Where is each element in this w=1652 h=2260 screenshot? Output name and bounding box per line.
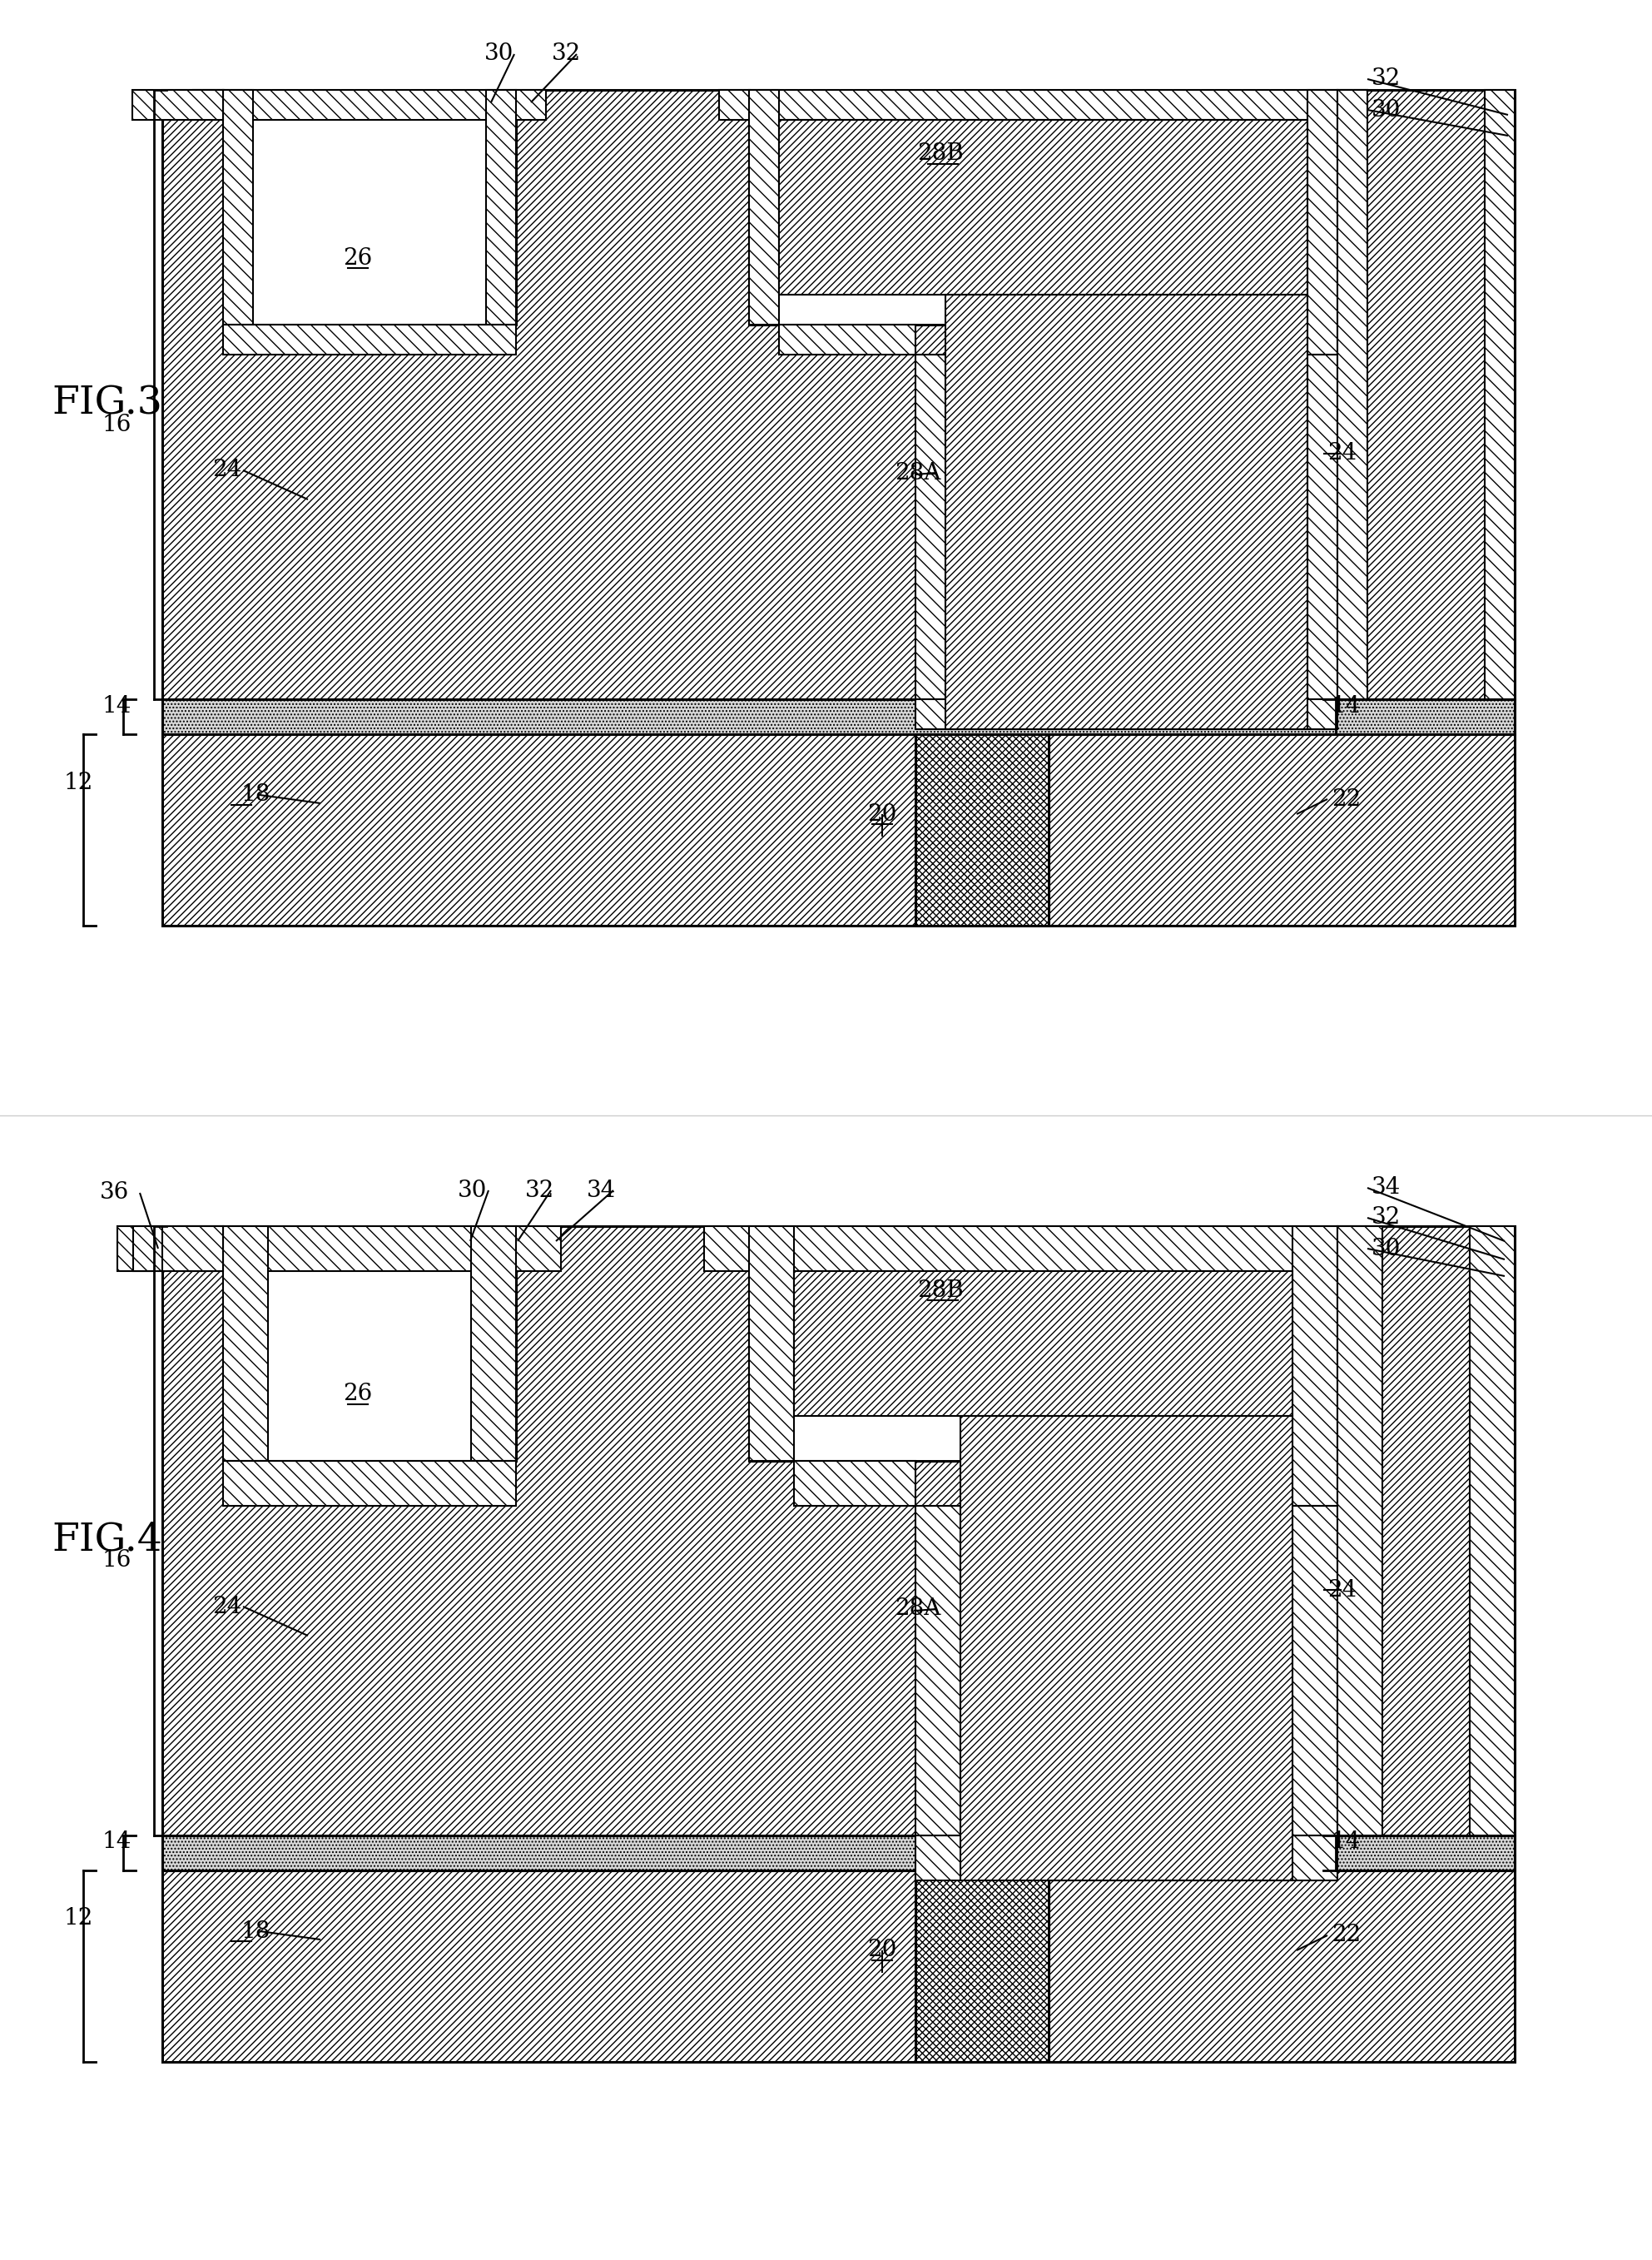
Polygon shape (132, 90, 223, 120)
Text: 16: 16 (102, 414, 132, 436)
Text: 34: 34 (1371, 1177, 1401, 1200)
Text: 18: 18 (241, 784, 271, 807)
Text: 28A: 28A (895, 461, 940, 484)
Polygon shape (1485, 90, 1515, 698)
Polygon shape (162, 1835, 1515, 1871)
Polygon shape (1307, 90, 1338, 355)
Text: FIG.3: FIG.3 (51, 384, 162, 423)
Text: 12: 12 (64, 1907, 93, 1930)
Polygon shape (915, 355, 945, 698)
Text: 32: 32 (1371, 1207, 1401, 1229)
Text: 30: 30 (1371, 99, 1401, 122)
Polygon shape (223, 1460, 515, 1505)
Polygon shape (193, 90, 545, 120)
Polygon shape (162, 734, 1515, 927)
Polygon shape (915, 1871, 1049, 2061)
Polygon shape (117, 1227, 223, 1270)
Text: 12: 12 (64, 771, 93, 793)
Text: 30: 30 (484, 43, 514, 66)
Polygon shape (915, 1835, 1338, 1880)
Text: FIG.4: FIG.4 (51, 1521, 162, 1559)
Polygon shape (704, 1227, 1383, 1270)
Polygon shape (960, 1417, 1292, 1880)
Text: 36: 36 (99, 1182, 129, 1205)
Polygon shape (795, 1270, 1292, 1417)
Text: 26: 26 (344, 1383, 373, 1406)
Polygon shape (780, 325, 915, 355)
Text: 18: 18 (241, 1921, 271, 1941)
Polygon shape (1338, 1227, 1383, 1835)
Text: 32: 32 (552, 43, 580, 66)
Polygon shape (223, 325, 515, 355)
Text: 28B: 28B (917, 142, 963, 165)
Text: 14: 14 (102, 694, 132, 716)
Polygon shape (748, 1227, 795, 1460)
Text: 32: 32 (1371, 68, 1401, 90)
Text: 32: 32 (525, 1180, 553, 1202)
Text: 24: 24 (1328, 443, 1356, 466)
Polygon shape (1307, 355, 1338, 698)
Polygon shape (471, 1227, 515, 1460)
Polygon shape (1292, 1227, 1338, 1505)
Polygon shape (223, 90, 253, 325)
Polygon shape (780, 120, 1307, 294)
Text: 14: 14 (1332, 694, 1361, 716)
Text: 22: 22 (1332, 1923, 1361, 1946)
Text: 28B: 28B (917, 1279, 963, 1302)
Text: 28A: 28A (895, 1598, 940, 1620)
Polygon shape (162, 90, 1515, 698)
Polygon shape (223, 1227, 268, 1460)
Polygon shape (795, 1460, 915, 1505)
Text: 24: 24 (211, 459, 241, 481)
Text: 20: 20 (867, 802, 897, 825)
Polygon shape (162, 1871, 1515, 2061)
Polygon shape (719, 90, 1368, 120)
Polygon shape (915, 698, 1338, 730)
Polygon shape (748, 90, 780, 325)
Polygon shape (1292, 1505, 1338, 1835)
Text: 30: 30 (1371, 1238, 1401, 1259)
Polygon shape (945, 294, 1307, 730)
Polygon shape (178, 1227, 562, 1270)
Text: 24: 24 (1328, 1580, 1356, 1600)
Polygon shape (134, 1227, 162, 1270)
Polygon shape (915, 1505, 960, 1835)
Polygon shape (162, 1227, 1515, 1835)
Text: 30: 30 (458, 1180, 487, 1202)
Text: 14: 14 (1332, 1831, 1361, 1853)
Polygon shape (1338, 90, 1368, 698)
Text: 14: 14 (102, 1831, 132, 1853)
Polygon shape (915, 734, 1049, 927)
Text: 16: 16 (102, 1550, 132, 1573)
Polygon shape (486, 90, 515, 325)
Text: 24: 24 (211, 1596, 241, 1618)
Polygon shape (1470, 1227, 1515, 1835)
Text: 22: 22 (1332, 789, 1361, 811)
Text: 26: 26 (344, 246, 373, 269)
Polygon shape (162, 698, 1515, 734)
Text: 20: 20 (867, 1939, 897, 1962)
Text: 34: 34 (586, 1180, 616, 1202)
